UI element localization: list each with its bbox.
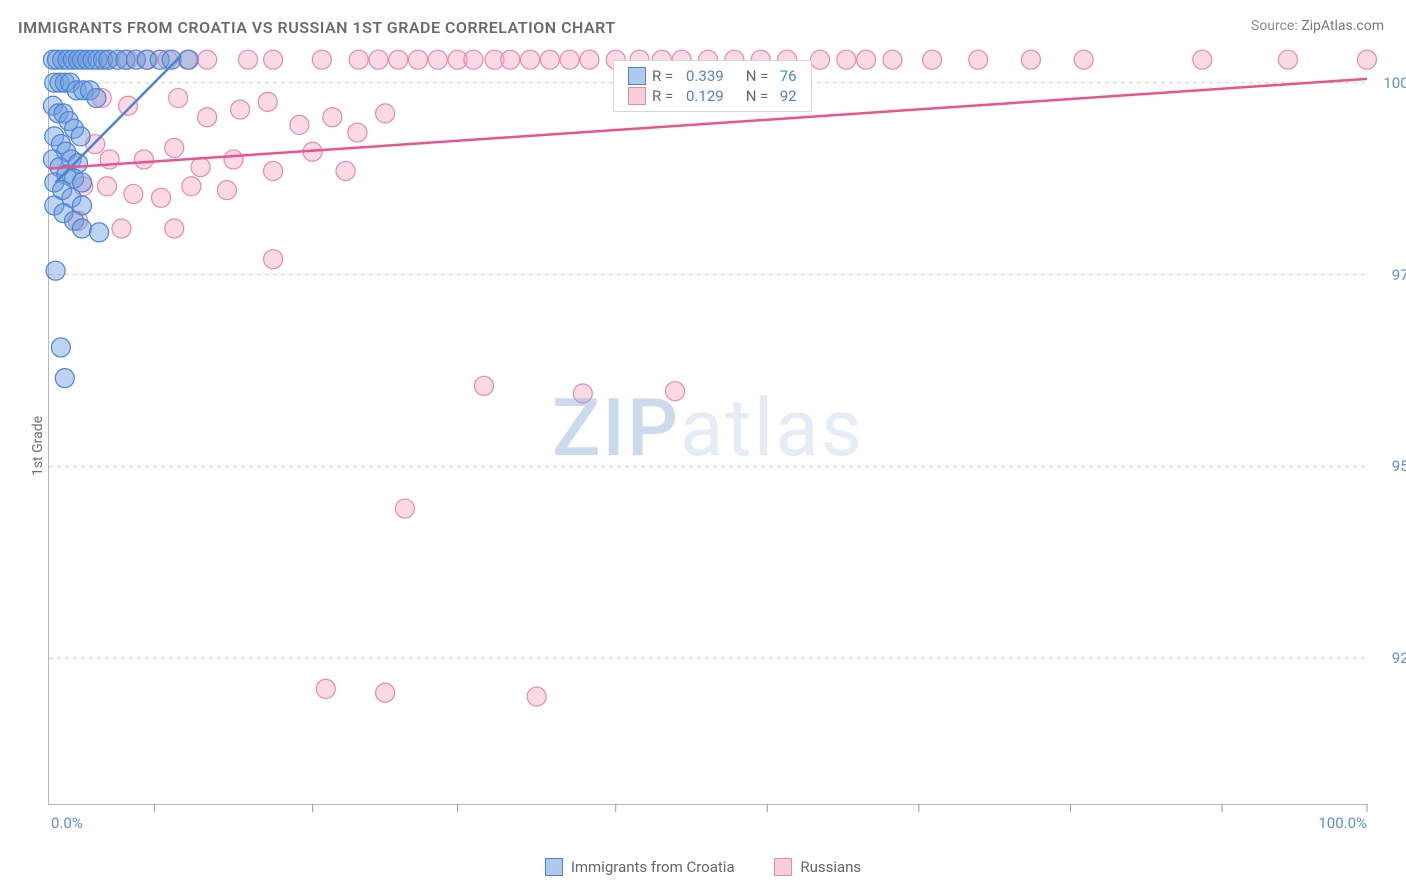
legend-n-value: 76 bbox=[780, 67, 797, 85]
plot-area: ZIPatlas R =0.339N =76R =0.129N =92 92.5… bbox=[48, 52, 1367, 805]
legend-r-label: R = bbox=[652, 87, 680, 105]
x-tick-label: 100.0% bbox=[1318, 814, 1367, 832]
legend-label-croatia: Immigrants from Croatia bbox=[571, 858, 735, 876]
source-value: ZipAtlas.com bbox=[1301, 18, 1384, 34]
legend-r-value: 0.129 bbox=[686, 87, 724, 105]
source-attribution: Source: ZipAtlas.com bbox=[1251, 18, 1384, 34]
source-label: Source: bbox=[1251, 18, 1298, 34]
y-tick-label: 100.0% bbox=[1383, 74, 1406, 92]
x-tick-label: 0.0% bbox=[51, 814, 83, 832]
y-tick-label: 97.5% bbox=[1392, 266, 1406, 284]
legend-label-russians: Russians bbox=[800, 858, 861, 876]
scatter-plot-svg bbox=[49, 52, 1367, 804]
legend-item-russians: Russians bbox=[774, 858, 861, 876]
legend-swatch-pink bbox=[774, 858, 792, 876]
chart-title: IMMIGRANTS FROM CROATIA VS RUSSIAN 1ST G… bbox=[18, 18, 616, 37]
series-legend: Immigrants from Croatia Russians bbox=[0, 858, 1406, 880]
legend-r-value: 0.339 bbox=[686, 67, 724, 85]
legend-row: R = 0.339 N = 76 bbox=[628, 67, 797, 85]
legend-r-label: R = bbox=[652, 67, 680, 85]
legend-item-croatia: Immigrants from Croatia bbox=[545, 858, 735, 876]
legend-n-label: N = bbox=[746, 87, 774, 105]
y-axis-label: 1st Grade bbox=[30, 416, 46, 476]
y-tick-label: 92.5% bbox=[1392, 649, 1406, 667]
y-tick-label: 95.0% bbox=[1392, 457, 1406, 475]
legend-swatch-pink bbox=[628, 87, 646, 105]
legend-row: R = 0.129 N = 92 bbox=[628, 87, 797, 105]
legend-n-value: 92 bbox=[780, 87, 797, 105]
legend-swatch-blue bbox=[628, 67, 646, 85]
correlation-legend: R = 0.339 N = 76 R = 0.129 N = 92 bbox=[613, 60, 812, 112]
legend-n-label: N = bbox=[746, 67, 774, 85]
legend-swatch-blue bbox=[545, 858, 563, 876]
chart-container: IMMIGRANTS FROM CROATIA VS RUSSIAN 1ST G… bbox=[0, 0, 1406, 892]
